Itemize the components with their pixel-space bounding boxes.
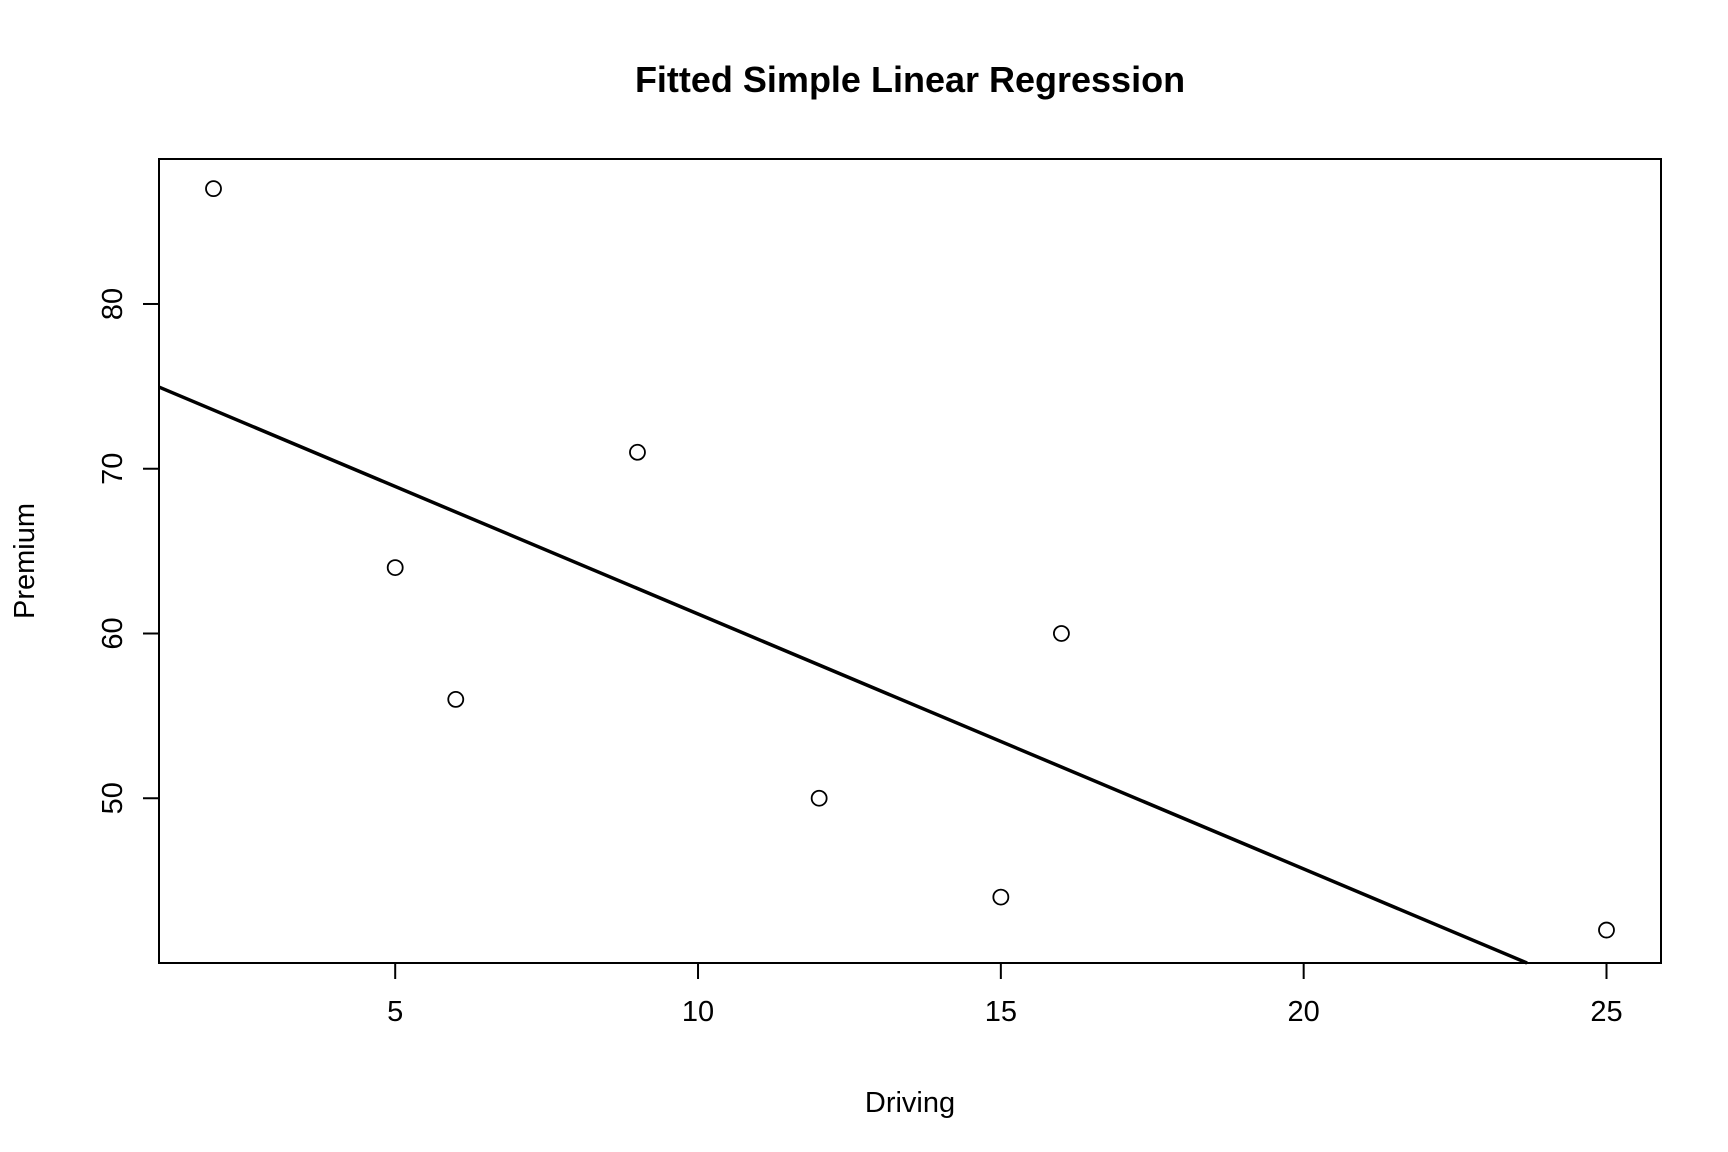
y-axis: 50 60 70 80 <box>97 288 159 814</box>
data-point <box>810 789 828 807</box>
x-tick-label: 15 <box>985 996 1017 1028</box>
regression-line-group <box>158 385 1528 965</box>
x-tick-label: 20 <box>1288 996 1320 1028</box>
y-axis-title: Premium <box>9 503 41 619</box>
data-point <box>205 180 222 198</box>
y-tick-label: 70 <box>97 453 129 485</box>
regression-line <box>158 385 1528 965</box>
data-point <box>992 888 1010 906</box>
x-tick-label: 10 <box>682 996 714 1028</box>
y-tick-label: 80 <box>97 288 129 320</box>
y-tick-label: 50 <box>97 782 129 814</box>
data-point <box>1598 921 1615 939</box>
x-axis: 5 10 15 20 25 <box>387 963 1623 1028</box>
data-point <box>386 559 404 576</box>
x-tick-label: 5 <box>387 996 403 1028</box>
chart-title: Fitted Simple Linear Regression <box>635 59 1185 100</box>
plot-frame <box>158 158 1662 964</box>
data-point <box>629 443 646 461</box>
scatter-points <box>205 180 1615 939</box>
data-point <box>1053 625 1070 642</box>
plot-area <box>158 158 1662 964</box>
x-tick-label: 25 <box>1590 996 1622 1028</box>
y-tick-label: 60 <box>97 617 129 649</box>
x-axis-title: Driving <box>865 1087 955 1119</box>
data-point <box>447 690 465 708</box>
